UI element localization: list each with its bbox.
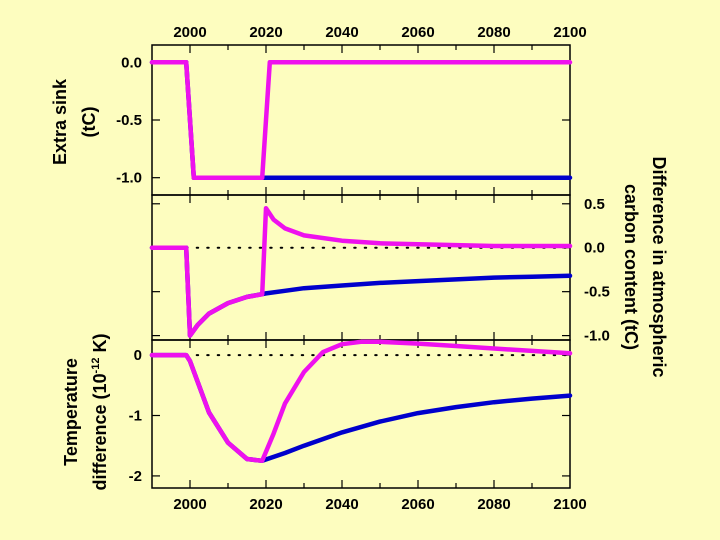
top-xtick-label-2020: 2020: [249, 24, 282, 41]
bottom-xtick-label-2100: 2100: [553, 496, 586, 513]
bottom-series-line-1: [149, 339, 573, 464]
top-series-line-1: [149, 60, 573, 180]
top-series-line-0: [149, 60, 573, 180]
middle-ytick-label-0: 0.5: [584, 196, 605, 213]
bottom-xtick-label-2040: 2040: [325, 496, 358, 513]
middle-series-line-1: [149, 205, 573, 338]
top-panel-ylabel-line2: (tC): [79, 107, 99, 138]
top-ytick-label-1: -0.5: [116, 112, 142, 129]
bottom-ytick-label-2: -2: [129, 468, 142, 485]
middle-ytick-label-2: -0.5: [584, 284, 610, 301]
top-ytick-label-0: 0.0: [121, 54, 142, 71]
middle-ytick-label-3: -1.0: [584, 328, 610, 345]
top-panel-ylabel-line1: Extra sink: [50, 78, 70, 165]
axis-ticks: [152, 45, 570, 488]
bottom-xtick-label-2080: 2080: [477, 496, 510, 513]
bottom-xtick-label-2060: 2060: [401, 496, 434, 513]
bottom-ytick-label-0: 0: [134, 347, 142, 364]
tick-labels: 0.0 -0.5 -1.0 2000 2020 2040 2060 2080 2100 0.5 0.…: [116, 24, 610, 513]
top-xtick-label-2040: 2040: [325, 24, 358, 41]
bottom-ytick-label-1: -1: [129, 408, 142, 425]
top-panel-frame: [151, 44, 571, 196]
bottom-xtick-label-2020: 2020: [249, 496, 282, 513]
data-series: [149, 60, 573, 464]
top-xtick-label-2000: 2000: [173, 24, 206, 41]
bottom-xtick-label-2000: 2000: [173, 496, 206, 513]
bottom-series-line-0: [149, 352, 573, 464]
middle-panel-frame: [151, 194, 571, 341]
bottom-ylabel-part-a: difference (10: [90, 373, 110, 490]
bottom-ylabel-exponent: -12: [90, 358, 102, 374]
middle-ytick-label-1: 0.0: [584, 240, 605, 257]
bottom-panel-ylabel-line2: difference (10-12 K): [90, 334, 110, 491]
bottom-panel-frame: [151, 339, 571, 489]
top-xtick-label-2060: 2060: [401, 24, 434, 41]
middle-panel-ylabel-line2: carbon content (tC): [621, 184, 641, 350]
bottom-panel-ylabel-line1: Temperature: [61, 358, 81, 466]
top-ytick-label-2: -1.0: [116, 170, 142, 187]
top-xtick-label-2100: 2100: [553, 24, 586, 41]
bottom-ylabel-part-b: K): [90, 334, 110, 358]
reference-lines: [185, 246, 571, 357]
top-xtick-label-2080: 2080: [477, 24, 510, 41]
middle-panel-ylabel-line1: Difference in atmospheric: [649, 156, 669, 377]
middle-series-line-0: [149, 245, 573, 338]
